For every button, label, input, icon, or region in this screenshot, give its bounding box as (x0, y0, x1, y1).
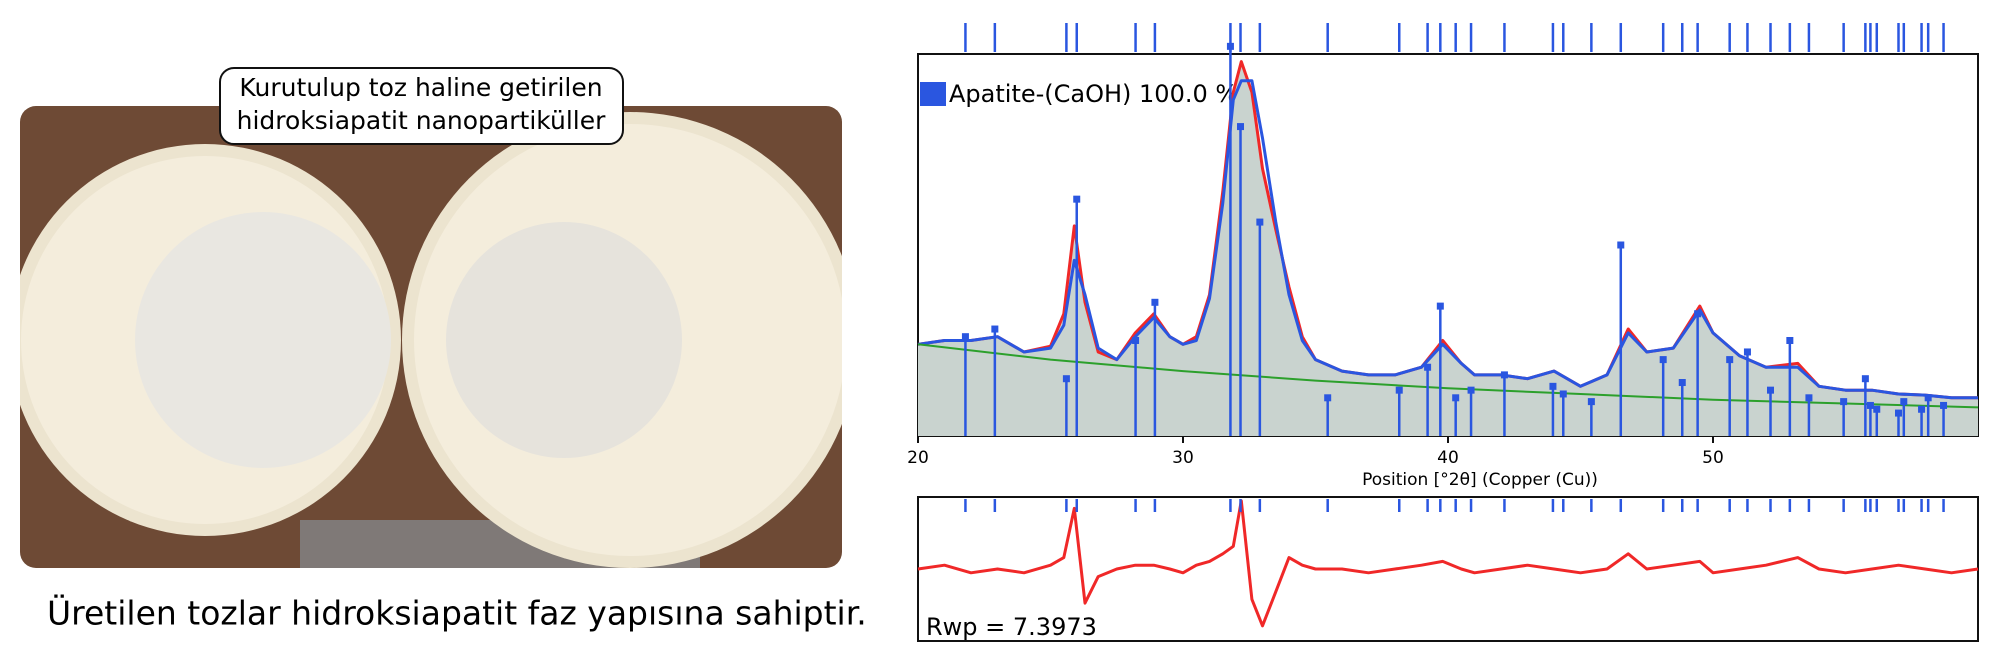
observed-area (918, 61, 1978, 436)
peak-marker (1786, 337, 1794, 344)
peak-marker (1694, 310, 1702, 318)
peak-marker (1324, 394, 1332, 402)
peak-marker (1073, 195, 1081, 203)
peak-marker (1895, 409, 1902, 417)
peak-marker (1678, 379, 1686, 387)
annotation: Rwp = 7.3973 (926, 613, 1097, 641)
peak-marker (1900, 398, 1908, 406)
legend-label: Apatite-(CaOH) 100.0 % (949, 80, 1238, 108)
x-tick-label: 50 (1702, 448, 1724, 468)
legend-swatch (920, 82, 946, 106)
peak-marker (1237, 123, 1245, 131)
callout-line: Kurutulup toz haline getirilen (239, 73, 602, 102)
callout-line: hidroksiapatit nanopartiküller (237, 106, 606, 135)
series-line (917, 343, 1979, 409)
x-tick-label: 40 (1437, 448, 1459, 468)
peak-marker (1743, 348, 1751, 356)
peak-marker (1924, 394, 1932, 402)
powder-right (446, 222, 682, 458)
x-tick-label: 20 (907, 448, 929, 468)
x-tick-label: 30 (1172, 448, 1194, 468)
peak-marker (1587, 398, 1595, 406)
photo (20, 106, 842, 568)
peak-marker (1861, 375, 1869, 383)
peak-marker (1617, 241, 1625, 249)
peak-marker (1940, 401, 1948, 409)
peak-marker (1559, 390, 1567, 398)
peak-marker (1659, 356, 1667, 364)
peak-marker (1062, 375, 1070, 383)
peak-marker (1436, 302, 1444, 310)
series-line (917, 499, 1979, 628)
peak-marker (961, 333, 969, 341)
peak-marker (1805, 394, 1813, 402)
peak-marker (1424, 363, 1432, 371)
peak-marker (1452, 394, 1460, 402)
powder-left (135, 212, 391, 468)
peak-marker (1132, 337, 1140, 344)
peak-marker (1767, 386, 1775, 394)
peak-marker (1256, 218, 1264, 226)
callout-box (219, 67, 624, 145)
caption: Üretilen tozlar hidroksiapatit faz yapıs… (47, 593, 867, 633)
x-axis-title: Position [°2θ] (Copper (Cu)) (1362, 470, 1598, 490)
peak-marker (991, 325, 999, 333)
peak-marker (1549, 382, 1557, 390)
peak-marker (1151, 298, 1159, 306)
peak-marker (1840, 398, 1848, 406)
peak-marker (1866, 401, 1874, 409)
peak-marker (1395, 386, 1403, 394)
peak-marker (1918, 405, 1926, 413)
peak-marker (1500, 371, 1508, 379)
peak-marker (1467, 386, 1475, 394)
peak-marker (1873, 405, 1881, 413)
peak-marker (1726, 356, 1734, 364)
